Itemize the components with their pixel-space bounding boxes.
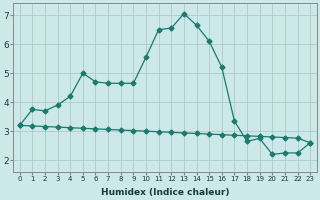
- X-axis label: Humidex (Indice chaleur): Humidex (Indice chaleur): [101, 188, 229, 197]
